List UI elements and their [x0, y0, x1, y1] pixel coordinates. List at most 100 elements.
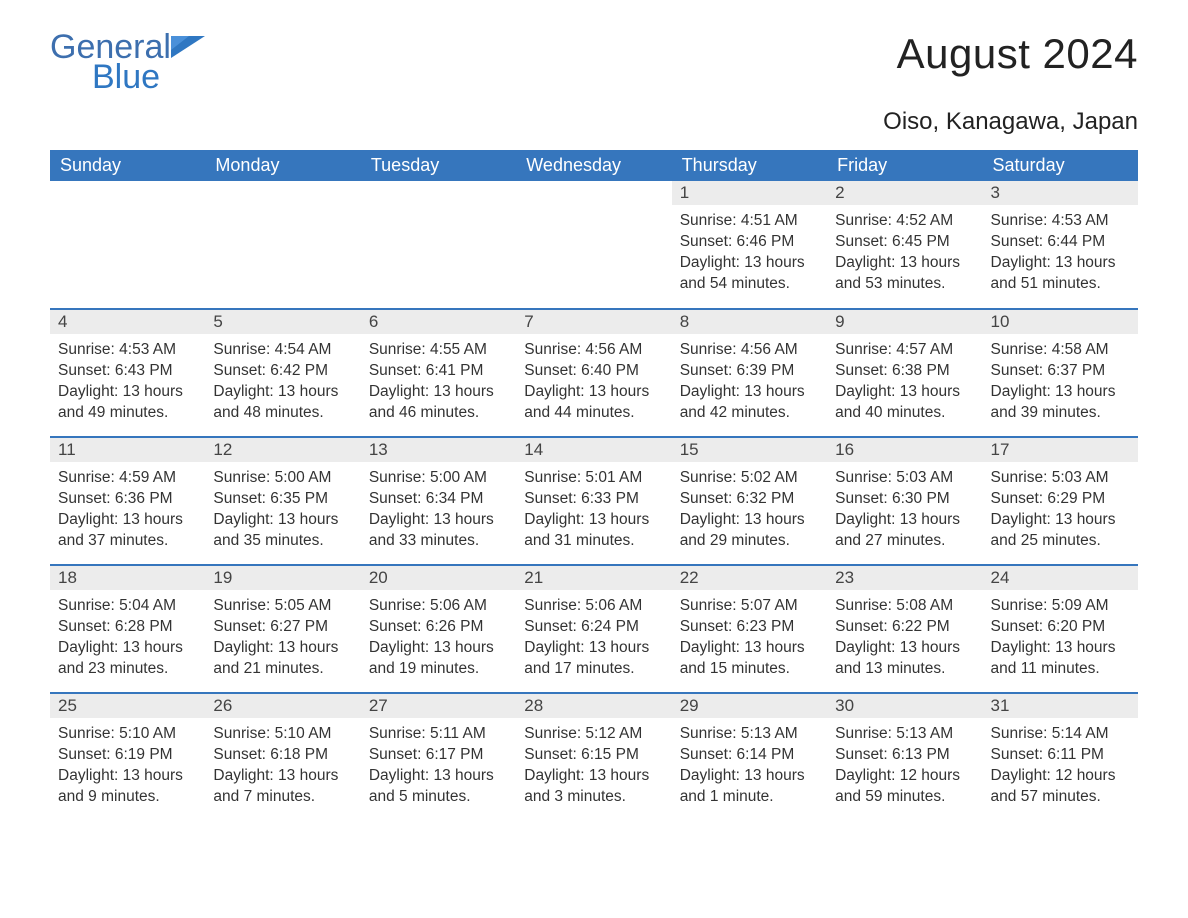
calendar-day-cell: 27Sunrise: 5:11 AMSunset: 6:17 PMDayligh…: [361, 693, 516, 821]
calendar-day-cell: 15Sunrise: 5:02 AMSunset: 6:32 PMDayligh…: [672, 437, 827, 565]
daylight-line: Daylight: 13 hours and 13 minutes.: [835, 638, 974, 680]
sunset-line: Sunset: 6:45 PM: [835, 232, 974, 253]
day-details: Sunrise: 4:53 AMSunset: 6:43 PMDaylight:…: [50, 334, 205, 434]
calendar-day-cell: 2Sunrise: 4:52 AMSunset: 6:45 PMDaylight…: [827, 181, 982, 309]
calendar-week-row: 18Sunrise: 5:04 AMSunset: 6:28 PMDayligh…: [50, 565, 1138, 693]
logo-word-blue: Blue: [92, 60, 171, 94]
weekday-header: Monday: [205, 150, 360, 181]
calendar-day-cell: 10Sunrise: 4:58 AMSunset: 6:37 PMDayligh…: [983, 309, 1138, 437]
day-number: 26: [205, 694, 360, 718]
calendar-day-cell: 24Sunrise: 5:09 AMSunset: 6:20 PMDayligh…: [983, 565, 1138, 693]
sunrise-line: Sunrise: 5:06 AM: [524, 596, 663, 617]
sunset-line: Sunset: 6:42 PM: [213, 361, 352, 382]
sunrise-line: Sunrise: 5:11 AM: [369, 724, 508, 745]
sunrise-line: Sunrise: 4:59 AM: [58, 468, 197, 489]
sunrise-line: Sunrise: 4:53 AM: [991, 211, 1130, 232]
day-number: 5: [205, 310, 360, 334]
daylight-line: Daylight: 13 hours and 39 minutes.: [991, 382, 1130, 424]
sunset-line: Sunset: 6:24 PM: [524, 617, 663, 638]
calendar-day-cell: 11Sunrise: 4:59 AMSunset: 6:36 PMDayligh…: [50, 437, 205, 565]
sunset-line: Sunset: 6:28 PM: [58, 617, 197, 638]
calendar-day-cell: 18Sunrise: 5:04 AMSunset: 6:28 PMDayligh…: [50, 565, 205, 693]
day-details: Sunrise: 4:57 AMSunset: 6:38 PMDaylight:…: [827, 334, 982, 434]
calendar-day-cell: 6Sunrise: 4:55 AMSunset: 6:41 PMDaylight…: [361, 309, 516, 437]
day-number: 30: [827, 694, 982, 718]
sunrise-line: Sunrise: 4:56 AM: [524, 340, 663, 361]
day-details: Sunrise: 5:01 AMSunset: 6:33 PMDaylight:…: [516, 462, 671, 562]
calendar-table: SundayMondayTuesdayWednesdayThursdayFrid…: [50, 150, 1138, 821]
daylight-line: Daylight: 12 hours and 57 minutes.: [991, 766, 1130, 808]
weekday-header: Thursday: [672, 150, 827, 181]
sunrise-line: Sunrise: 5:02 AM: [680, 468, 819, 489]
day-number: 21: [516, 566, 671, 590]
sunset-line: Sunset: 6:14 PM: [680, 745, 819, 766]
day-number: 4: [50, 310, 205, 334]
sunrise-line: Sunrise: 5:01 AM: [524, 468, 663, 489]
day-number: 19: [205, 566, 360, 590]
sunset-line: Sunset: 6:46 PM: [680, 232, 819, 253]
logo: General Blue: [50, 30, 205, 94]
sunset-line: Sunset: 6:15 PM: [524, 745, 663, 766]
calendar-day-cell: 30Sunrise: 5:13 AMSunset: 6:13 PMDayligh…: [827, 693, 982, 821]
sunset-line: Sunset: 6:34 PM: [369, 489, 508, 510]
header: General Blue August 2024: [50, 30, 1138, 94]
day-number: 12: [205, 438, 360, 462]
day-details: Sunrise: 5:14 AMSunset: 6:11 PMDaylight:…: [983, 718, 1138, 818]
sunset-line: Sunset: 6:20 PM: [991, 617, 1130, 638]
sunrise-line: Sunrise: 5:05 AM: [213, 596, 352, 617]
day-details: Sunrise: 5:13 AMSunset: 6:14 PMDaylight:…: [672, 718, 827, 818]
calendar-day-cell: 29Sunrise: 5:13 AMSunset: 6:14 PMDayligh…: [672, 693, 827, 821]
sunset-line: Sunset: 6:36 PM: [58, 489, 197, 510]
day-number: 3: [983, 181, 1138, 205]
sunset-line: Sunset: 6:39 PM: [680, 361, 819, 382]
sunrise-line: Sunrise: 4:52 AM: [835, 211, 974, 232]
daylight-line: Daylight: 13 hours and 5 minutes.: [369, 766, 508, 808]
sunrise-line: Sunrise: 4:54 AM: [213, 340, 352, 361]
day-number: 13: [361, 438, 516, 462]
daylight-line: Daylight: 13 hours and 25 minutes.: [991, 510, 1130, 552]
daylight-line: Daylight: 13 hours and 51 minutes.: [991, 253, 1130, 295]
daylight-line: Daylight: 13 hours and 33 minutes.: [369, 510, 508, 552]
day-details: Sunrise: 5:03 AMSunset: 6:29 PMDaylight:…: [983, 462, 1138, 562]
daylight-line: Daylight: 13 hours and 29 minutes.: [680, 510, 819, 552]
day-details: Sunrise: 4:55 AMSunset: 6:41 PMDaylight:…: [361, 334, 516, 434]
day-number: 8: [672, 310, 827, 334]
day-number: 27: [361, 694, 516, 718]
day-details: Sunrise: 5:13 AMSunset: 6:13 PMDaylight:…: [827, 718, 982, 818]
day-number: 28: [516, 694, 671, 718]
day-number: 11: [50, 438, 205, 462]
daylight-line: Daylight: 12 hours and 59 minutes.: [835, 766, 974, 808]
calendar-day-cell: 22Sunrise: 5:07 AMSunset: 6:23 PMDayligh…: [672, 565, 827, 693]
day-details: Sunrise: 5:12 AMSunset: 6:15 PMDaylight:…: [516, 718, 671, 818]
calendar-day-cell: 25Sunrise: 5:10 AMSunset: 6:19 PMDayligh…: [50, 693, 205, 821]
month-title: August 2024: [897, 30, 1138, 78]
day-number: 7: [516, 310, 671, 334]
weekday-header: Sunday: [50, 150, 205, 181]
sunset-line: Sunset: 6:41 PM: [369, 361, 508, 382]
flag-icon: [171, 36, 205, 58]
day-number: 1: [672, 181, 827, 205]
daylight-line: Daylight: 13 hours and 11 minutes.: [991, 638, 1130, 680]
calendar-day-cell: 1Sunrise: 4:51 AMSunset: 6:46 PMDaylight…: [672, 181, 827, 309]
day-number: 24: [983, 566, 1138, 590]
sunset-line: Sunset: 6:37 PM: [991, 361, 1130, 382]
day-number: 2: [827, 181, 982, 205]
sunset-line: Sunset: 6:13 PM: [835, 745, 974, 766]
daylight-line: Daylight: 13 hours and 42 minutes.: [680, 382, 819, 424]
daylight-line: Daylight: 13 hours and 35 minutes.: [213, 510, 352, 552]
calendar-day-cell: 28Sunrise: 5:12 AMSunset: 6:15 PMDayligh…: [516, 693, 671, 821]
calendar-day-cell: 17Sunrise: 5:03 AMSunset: 6:29 PMDayligh…: [983, 437, 1138, 565]
sunrise-line: Sunrise: 5:10 AM: [213, 724, 352, 745]
day-number: 9: [827, 310, 982, 334]
day-details: Sunrise: 5:06 AMSunset: 6:24 PMDaylight:…: [516, 590, 671, 690]
daylight-line: Daylight: 13 hours and 7 minutes.: [213, 766, 352, 808]
daylight-line: Daylight: 13 hours and 31 minutes.: [524, 510, 663, 552]
daylight-line: Daylight: 13 hours and 46 minutes.: [369, 382, 508, 424]
calendar-day-cell: 13Sunrise: 5:00 AMSunset: 6:34 PMDayligh…: [361, 437, 516, 565]
calendar-day-cell: 21Sunrise: 5:06 AMSunset: 6:24 PMDayligh…: [516, 565, 671, 693]
sunrise-line: Sunrise: 5:12 AM: [524, 724, 663, 745]
sunset-line: Sunset: 6:29 PM: [991, 489, 1130, 510]
day-details: Sunrise: 5:06 AMSunset: 6:26 PMDaylight:…: [361, 590, 516, 690]
calendar-day-cell: 16Sunrise: 5:03 AMSunset: 6:30 PMDayligh…: [827, 437, 982, 565]
calendar-day-cell: 7Sunrise: 4:56 AMSunset: 6:40 PMDaylight…: [516, 309, 671, 437]
